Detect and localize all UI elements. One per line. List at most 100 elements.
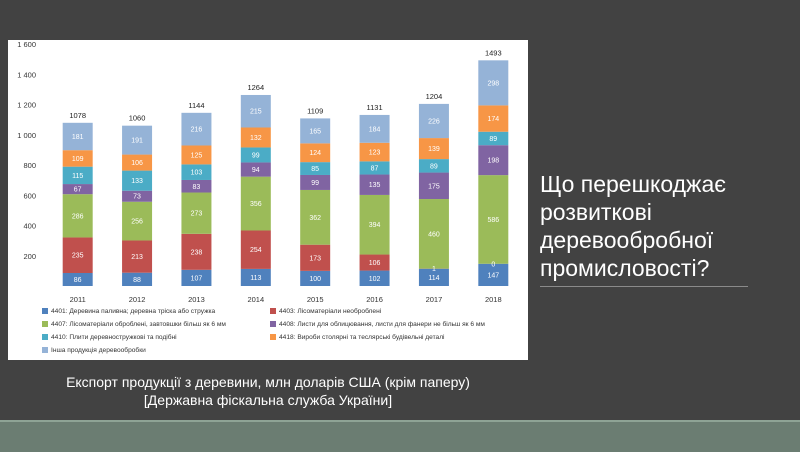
y-tick-label: 1 000: [17, 131, 36, 140]
x-tick-label: 2013: [188, 295, 205, 304]
data-label: 175: [428, 183, 440, 190]
data-label: 356: [250, 201, 262, 208]
x-tick-label: 2014: [247, 295, 264, 304]
legend-label: 4418: Вироби столярні та теслярські буді…: [279, 333, 445, 341]
legend: 4401: Деревина паливна; деревна тріска а…: [42, 307, 485, 354]
data-label: 586: [487, 217, 499, 224]
y-tick-label: 800: [23, 161, 36, 170]
data-label: 99: [311, 180, 319, 187]
data-label: 94: [252, 167, 260, 174]
y-tick-label: 200: [23, 252, 36, 261]
slide-title: Що перешкоджає розвиткові деревообробної…: [540, 170, 790, 282]
data-label: 216: [191, 127, 203, 134]
data-label: 256: [131, 219, 143, 226]
data-label: 87: [371, 165, 379, 172]
data-label: 102: [369, 276, 381, 283]
bottom-bar: [0, 420, 800, 452]
caption-line-2: [Державна фіскальна служба України]: [8, 391, 528, 409]
legend-label: 4401: Деревина паливна; деревна тріска а…: [51, 307, 216, 315]
data-label: 89: [489, 136, 497, 143]
legend-label: Інша продукція деревообробки: [51, 346, 146, 354]
data-label: 99: [252, 152, 260, 159]
total-label: 1264: [247, 83, 264, 92]
title-divider: [540, 286, 748, 287]
stacked-bar-chart: 200 400 600 800 1 000 1 200 1 400 1 600 86 235 28…: [8, 40, 528, 360]
data-label: 85: [311, 166, 319, 173]
total-label: 1204: [426, 92, 443, 101]
data-label: 106: [131, 160, 143, 167]
slide-title-line-2: розвиткові: [540, 198, 790, 226]
legend-swatch: [270, 321, 276, 327]
slide-title-line-4: промисловості?: [540, 254, 790, 282]
y-tick-label: 1 600: [17, 40, 36, 49]
data-label: 115: [72, 173, 83, 180]
data-label: 89: [430, 163, 438, 170]
data-label: 67: [74, 187, 82, 194]
data-label: 139: [428, 146, 440, 153]
y-tick-label: 1 400: [17, 70, 36, 79]
data-label: 286: [72, 213, 84, 220]
total-label: 1131: [366, 103, 382, 112]
x-tick-label: 2018: [485, 295, 502, 304]
x-tick-label: 2015: [307, 295, 324, 304]
data-label: 125: [191, 152, 203, 159]
data-label: 123: [369, 150, 381, 157]
data-label: 394: [369, 222, 381, 229]
data-label: 181: [72, 134, 84, 141]
data-label: 184: [369, 126, 381, 133]
x-axis: 2011 2012 2013 2014 2015 2016 2017 2018: [70, 295, 502, 304]
data-label: 107: [191, 275, 203, 282]
data-label: 83: [193, 184, 201, 191]
data-label: 238: [191, 249, 203, 256]
y-tick-label: 400: [23, 222, 36, 231]
total-label: 1144: [188, 101, 204, 110]
data-label: 0: [491, 261, 495, 268]
legend-label: 4407: Лісоматеріали оброблені, завтовшки…: [51, 320, 226, 328]
data-label: 215: [250, 109, 262, 116]
data-label: 135: [369, 182, 381, 189]
data-label: 298: [487, 80, 499, 87]
data-label: 147: [487, 272, 499, 279]
chart-panel: 200 400 600 800 1 000 1 200 1 400 1 600 86 235 28…: [8, 40, 528, 360]
y-axis: 200 400 600 800 1 000 1 200 1 400 1 600: [17, 40, 36, 261]
data-label: 254: [250, 247, 262, 254]
data-label: 273: [191, 211, 203, 218]
data-label: 114: [428, 275, 439, 282]
y-tick-label: 600: [23, 191, 36, 200]
y-tick-label: 1 200: [17, 101, 36, 110]
x-tick-label: 2012: [129, 295, 146, 304]
total-label: 1109: [307, 106, 323, 115]
data-label: 86: [74, 277, 82, 284]
data-label: 106: [369, 260, 381, 267]
data-label: 191: [131, 138, 143, 145]
data-label: 460: [428, 231, 440, 238]
x-tick-label: 2017: [426, 295, 443, 304]
data-label: 198: [487, 158, 499, 165]
legend-label: 4403: Лісоматеріали необроблені: [279, 307, 382, 315]
slide-title-line-1: Що перешкоджає: [540, 170, 790, 198]
data-label: 362: [309, 215, 321, 222]
legend-swatch: [42, 321, 48, 327]
data-label: 124: [309, 150, 321, 157]
x-tick-label: 2016: [366, 295, 383, 304]
data-label: 132: [250, 135, 262, 142]
data-label: 100: [309, 276, 321, 283]
data-label: 113: [250, 275, 261, 282]
legend-label: 4410: Плити деревностружкові та подібні: [51, 333, 177, 341]
data-label: 226: [428, 118, 440, 125]
data-label: 133: [131, 178, 143, 185]
x-tick-label: 2011: [70, 295, 86, 304]
legend-swatch: [42, 347, 48, 353]
data-label: 88: [133, 277, 141, 284]
legend-swatch: [270, 334, 276, 340]
data-label: 73: [133, 194, 141, 201]
total-label: 1493: [485, 48, 502, 57]
total-label: 1060: [129, 114, 146, 123]
data-label: 213: [131, 254, 143, 261]
slide-title-line-3: деревообробної: [540, 226, 790, 254]
data-label: 235: [72, 253, 84, 260]
data-label: 1: [432, 266, 436, 273]
total-label: 1078: [69, 111, 86, 120]
legend-swatch: [42, 334, 48, 340]
data-label: 165: [309, 128, 321, 135]
